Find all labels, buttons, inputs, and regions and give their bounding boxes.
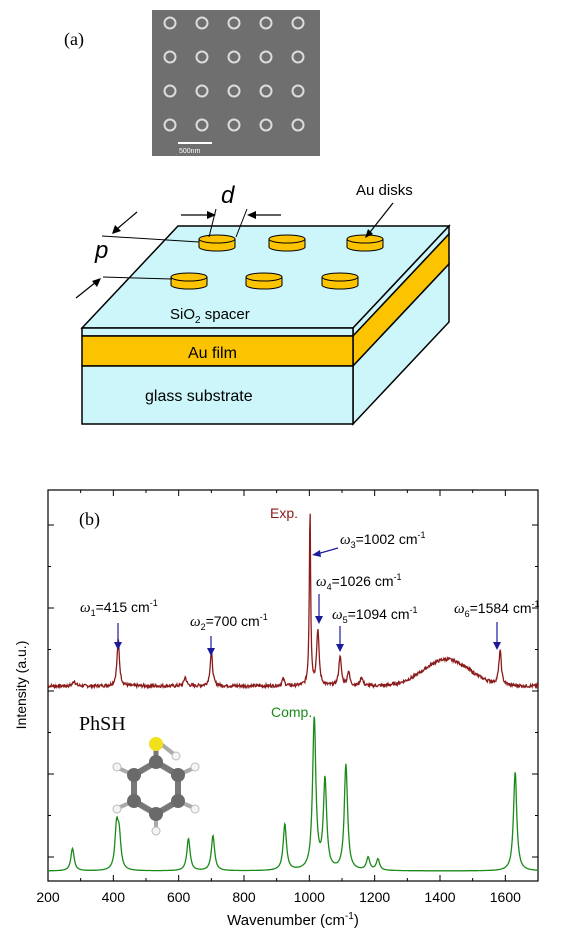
au-disk bbox=[198, 234, 236, 252]
au-disk bbox=[321, 272, 359, 290]
au-disk bbox=[268, 234, 306, 252]
sem-nanodisk bbox=[291, 118, 305, 132]
sem-nanodisk bbox=[291, 84, 305, 98]
x-tick-label: 600 bbox=[167, 889, 191, 905]
x-tick-label: 1000 bbox=[294, 889, 325, 905]
au-disk bbox=[170, 272, 208, 290]
param-d-arrowhead-right bbox=[247, 211, 256, 219]
sem-nanodisk bbox=[259, 84, 273, 98]
x-axis-ticks: 200 400 600 800 1000 1200 1400 1600 bbox=[36, 490, 521, 905]
x-tick-label: 200 bbox=[36, 889, 60, 905]
sem-nanodisk bbox=[291, 16, 305, 30]
svg-text:ω3=1002 cm-1: ω3=1002 cm-1 bbox=[340, 530, 426, 550]
sem-nanodisk bbox=[227, 16, 241, 30]
gold-film-label: Au film bbox=[188, 345, 237, 362]
sem-nanodisk bbox=[195, 50, 209, 64]
sem-nanodisk bbox=[195, 84, 209, 98]
param-p-arrowhead-top bbox=[112, 225, 121, 234]
spacer-label: SiO2 spacer bbox=[170, 306, 250, 326]
series-line-comp bbox=[48, 716, 538, 872]
layer-diagram: Au disks d p SiO2 spacer Au film glass s… bbox=[75, 182, 451, 426]
spacer-front-face bbox=[81, 327, 354, 337]
param-d-guide-right bbox=[235, 208, 248, 238]
au-disks-arrowhead bbox=[365, 229, 373, 238]
sem-nanodisk bbox=[227, 84, 241, 98]
param-p-arrowhead-bottom bbox=[92, 278, 101, 287]
svg-text:ω5=1094 cm-1: ω5=1094 cm-1 bbox=[332, 605, 418, 625]
svg-text:ω4=1026 cm-1: ω4=1026 cm-1 bbox=[316, 572, 402, 592]
sem-nanodisk bbox=[259, 118, 273, 132]
svg-text:ω6=1584 cm-1: ω6=1584 cm-1 bbox=[454, 599, 540, 619]
y-axis-label: Intensity (a.u.) bbox=[13, 641, 29, 730]
sem-nanodisk bbox=[163, 16, 177, 30]
param-p-arrow-bottom bbox=[75, 281, 97, 299]
x-axis-label: Wavenumber (cm-1) bbox=[227, 911, 359, 929]
sem-nanodisk bbox=[227, 118, 241, 132]
sem-nanodisk bbox=[195, 16, 209, 30]
sem-nanodisk bbox=[259, 50, 273, 64]
x-tick-label: 400 bbox=[102, 889, 126, 905]
peak-annotation: ω6=1584 cm-1 bbox=[454, 599, 540, 650]
peak-annotation: ω5=1094 cm-1 bbox=[332, 605, 418, 652]
series-label-comp: Comp. bbox=[271, 704, 312, 720]
sem-nanodisk bbox=[291, 50, 305, 64]
sem-nanodisk bbox=[163, 118, 177, 132]
x-tick-label: 1200 bbox=[359, 889, 390, 905]
param-d-arrowhead-left bbox=[207, 211, 216, 219]
peak-annotation: ω3=1002 cm-1 bbox=[312, 530, 426, 557]
param-d-guide-left bbox=[208, 208, 217, 238]
sem-image: 500nm bbox=[152, 10, 320, 156]
param-p-arrow-top bbox=[116, 211, 138, 230]
panel-b-label: (b) bbox=[79, 509, 100, 530]
sem-scale-label: 500nm bbox=[179, 148, 201, 155]
au-disks-label: Au disks bbox=[356, 182, 413, 199]
y-axis-ticks bbox=[48, 524, 538, 858]
x-tick-label: 800 bbox=[232, 889, 256, 905]
param-p-guide-bottom bbox=[102, 276, 173, 280]
svg-text:ω1=415 cm-1: ω1=415 cm-1 bbox=[80, 598, 158, 618]
svg-text:ω2=700 cm-1: ω2=700 cm-1 bbox=[190, 612, 268, 632]
sem-nanodisk bbox=[227, 50, 241, 64]
au-disk bbox=[346, 234, 384, 252]
spectrum-chart: 200 400 600 800 1000 1200 1400 1600 ω1=415 cm-1… bbox=[13, 489, 540, 929]
au-disks bbox=[170, 234, 384, 290]
series-line-exp bbox=[47, 513, 539, 690]
series-lines bbox=[47, 513, 539, 872]
peak-annotations: ω1=415 cm-1 ω2=700 cm-1 ω3=1002 cm-1 ω4=102… bbox=[80, 530, 540, 656]
param-p-label: p bbox=[94, 237, 108, 264]
panel-a-label: (a) bbox=[64, 29, 84, 50]
gold-film-front-face bbox=[81, 335, 354, 367]
glass-front-face bbox=[81, 365, 354, 425]
x-tick-label: 1600 bbox=[490, 889, 521, 905]
sem-nanodisk bbox=[163, 50, 177, 64]
x-tick-label: 1400 bbox=[424, 889, 455, 905]
phsh-molecule-icon bbox=[112, 737, 200, 836]
au-disks-arrow bbox=[366, 202, 394, 237]
peak-annotation: ω2=700 cm-1 bbox=[190, 612, 268, 656]
sem-nanodisk bbox=[163, 84, 177, 98]
peak-annotation: ω4=1026 cm-1 bbox=[315, 572, 402, 624]
peak-annotation: ω1=415 cm-1 bbox=[80, 598, 158, 650]
au-disk bbox=[245, 272, 283, 290]
glass-substrate-label: glass substrate bbox=[145, 388, 253, 405]
series-label-exp: Exp. bbox=[270, 505, 298, 521]
sem-nanodisk bbox=[259, 16, 273, 30]
param-d-label: d bbox=[221, 182, 235, 209]
sem-nanodisk bbox=[195, 118, 209, 132]
param-p-guide-top bbox=[101, 235, 200, 243]
molecule-label: PhSH bbox=[79, 713, 126, 735]
